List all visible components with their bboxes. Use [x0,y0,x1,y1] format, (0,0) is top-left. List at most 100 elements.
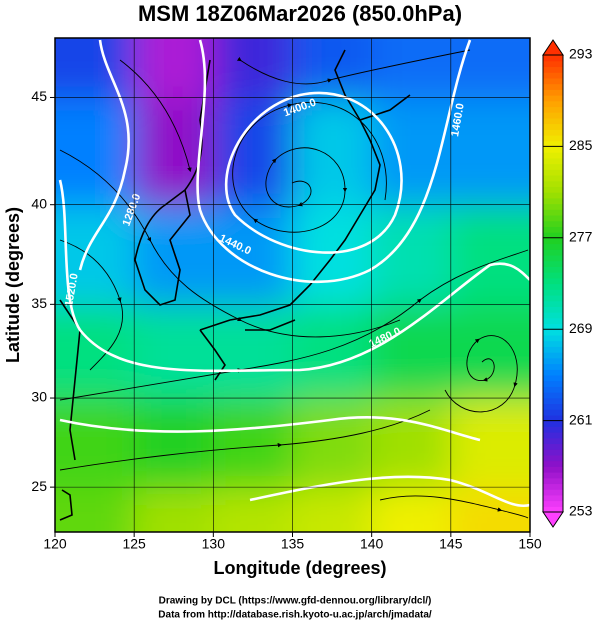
colorbar-step [543,283,563,290]
field-cell [371,398,452,489]
y-tick-label: 25 [31,478,47,494]
field-cell [371,38,452,99]
colorbar-step [543,89,563,96]
colorbar-step [543,294,563,302]
colorbar-step [543,340,563,347]
colorbar-step [543,437,563,445]
colorbar-step [543,220,563,227]
colorbar-step [543,55,563,62]
colorbar-step [543,346,563,353]
colorbar-step [543,357,563,365]
colorbar-step [543,123,563,130]
field-cell [134,398,215,489]
field-cell [371,304,452,400]
field-cell [371,204,452,306]
contour-line [249,475,530,508]
colorbar-step [543,197,563,205]
colorbar-step [543,249,563,256]
field-cell [292,398,373,489]
colorbar-step [543,66,563,73]
colorbar-step [543,443,563,450]
x-tick-label: 145 [439,536,463,552]
field-cell [55,38,136,99]
colorbar-tick-label: 261 [569,411,593,427]
colorbar-step [543,352,563,359]
y-tick-label: 30 [31,389,47,405]
colorbar-step [543,403,563,410]
field-cell [134,304,215,400]
colorbar-step [543,409,563,416]
streamline [119,49,471,170]
colorbar-step [543,323,563,330]
colorbar-step [543,112,563,119]
colorbar-step [543,203,563,210]
contour-label: 1460.0 [449,102,467,137]
field-cell [450,398,530,489]
colorbar-step [543,140,563,147]
plot-frame [54,37,531,533]
field-cell [55,97,136,206]
colorbar-step [543,94,563,102]
x-tick-label: 125 [122,536,146,552]
chart-title: MSM 18Z06Mar2026 (850.0hPa) [138,1,462,26]
colorbar-step [543,374,563,382]
field-cell [450,97,530,206]
y-axis-label: Latitude (degrees) [3,207,23,363]
contour-line [224,91,403,254]
colorbar-step [543,117,563,125]
field-cell [371,487,452,532]
colorbar-step [543,334,563,342]
field-cell [292,97,373,206]
colorbar-step [543,60,563,68]
colorbar-step [543,232,563,239]
field-cell [134,487,215,532]
field-cell [450,38,530,99]
colorbar-step [543,460,563,467]
streamline [59,249,529,401]
colorbar-step [543,472,563,479]
colorbar-step [543,449,563,456]
field-cell [213,204,294,306]
colorbar-step [543,306,563,313]
colorbar-step [543,186,563,193]
streamline [444,335,518,413]
colorbar-step [543,380,563,387]
colorbar-step [543,386,563,393]
colorbar-step [543,260,563,267]
colorbar-step [543,174,563,182]
contour-line [196,39,472,284]
y-tick-label: 40 [31,195,47,211]
colorbar-step [543,483,563,490]
streamline [379,495,529,519]
temperature-field [55,38,530,532]
colorbar-step [543,300,563,307]
field-cell [371,97,452,206]
field-cell [55,398,136,489]
colorbar-step [543,489,563,496]
colorbar-step [543,106,563,113]
field-cell [213,398,294,489]
colorbar-step [543,432,563,439]
colorbar-step [543,77,563,85]
colorbar-step [543,180,563,187]
colorbar-step [543,266,563,273]
contour-line [78,39,130,271]
colorbar-step [543,163,563,170]
field-cells [55,38,530,532]
coastline [59,299,81,521]
colorbar-step [543,157,563,165]
x-tick-label: 140 [360,536,384,552]
streamlines [59,49,529,519]
colorbar-step [543,454,563,462]
contour-line [59,416,481,442]
colorbar-step [543,312,563,319]
colorbar-step [543,237,563,245]
colorbar-extend-top [542,39,564,56]
colorbar-step [543,289,563,296]
colorbar-step [543,494,563,502]
colorbar-step [543,500,563,507]
field-cell [55,487,136,532]
colorbar-step [543,129,563,136]
colorbar-step [543,477,563,485]
